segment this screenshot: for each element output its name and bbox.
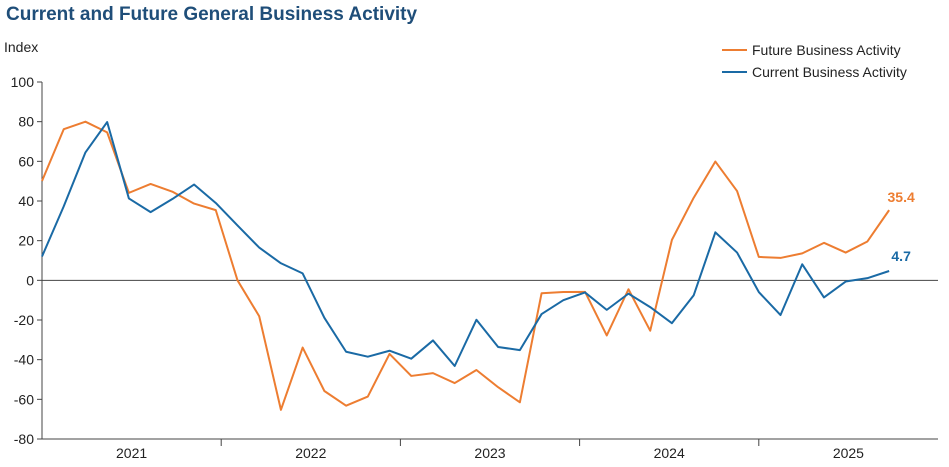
x-tick-label: 2022 xyxy=(295,445,326,461)
y-tick-label: 80 xyxy=(18,114,34,130)
future-end-label: 35.4 xyxy=(888,189,915,205)
y-tick-label: 20 xyxy=(18,233,34,249)
y-tick-label: 0 xyxy=(26,272,34,288)
y-tick-label: 60 xyxy=(18,153,34,169)
x-tick-label: 2023 xyxy=(474,445,505,461)
y-tick-label: -60 xyxy=(14,391,34,407)
legend-label: Current Business Activity xyxy=(752,64,907,80)
series-layer: 35.4 4.7 xyxy=(41,120,915,411)
chart-axes: 100 80 60 40 20 0 -20 -40 -60 -80 2021 2022 2023 2024… xyxy=(11,74,938,461)
y-tick-label: 40 xyxy=(18,193,34,209)
x-tick-label: 2021 xyxy=(116,445,147,461)
y-tick-label: -20 xyxy=(14,312,34,328)
y-axis-label: Index xyxy=(4,39,38,55)
current-activity-line xyxy=(41,121,890,368)
y-tick-label: 100 xyxy=(11,74,35,90)
current-end-label: 4.7 xyxy=(891,248,911,264)
chart-legend: Future Business Activity Current Business… xyxy=(722,42,907,80)
x-tick-label: 2025 xyxy=(833,445,864,461)
legend-label: Future Business Activity xyxy=(752,42,901,58)
future-activity-line xyxy=(41,120,890,411)
x-tick-label: 2024 xyxy=(654,445,685,461)
y-tick-label: -80 xyxy=(14,431,34,447)
y-tick-label: -40 xyxy=(14,352,34,368)
chart-title: Current and Future General Business Acti… xyxy=(6,4,418,25)
